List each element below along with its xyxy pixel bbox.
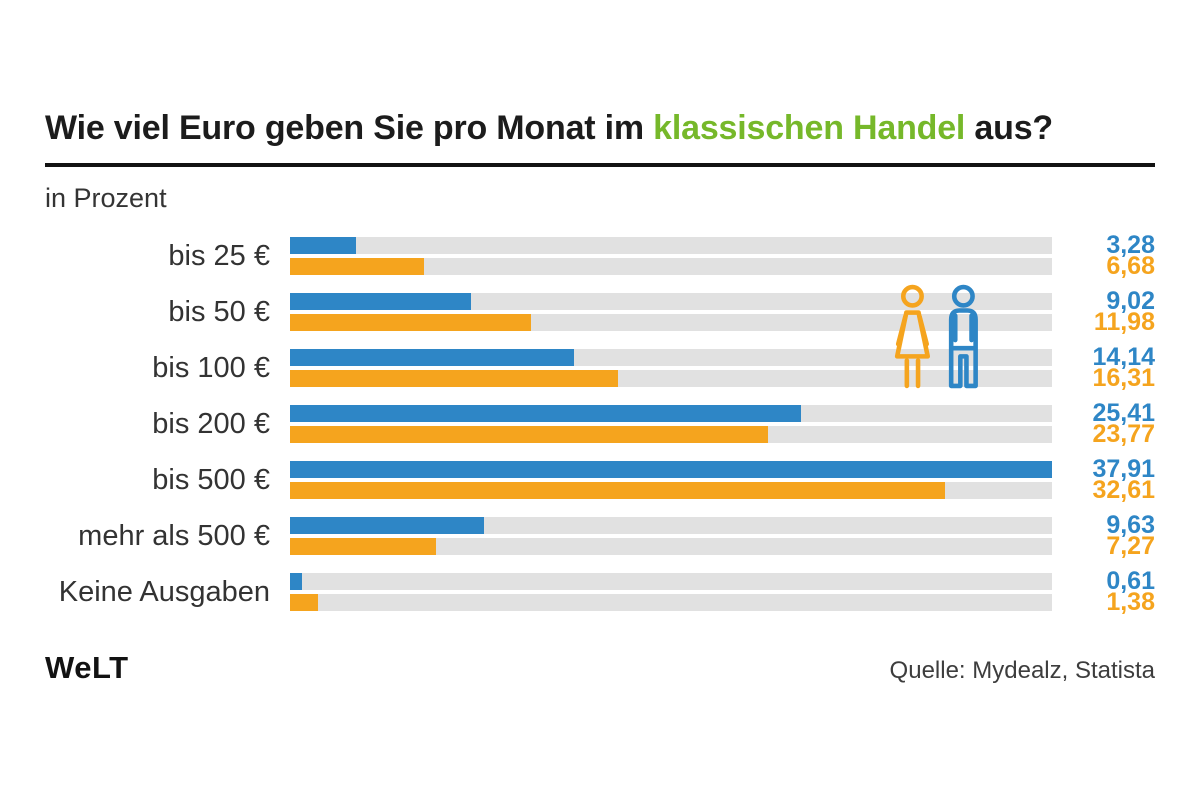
footer: WeLT Quelle: Mydealz, Statista — [45, 650, 1155, 686]
female-value: 6,68 — [1106, 252, 1155, 280]
female-bar — [290, 594, 318, 611]
male-value: 37,91 — [1092, 455, 1155, 483]
female-value: 11,98 — [1093, 308, 1155, 336]
bar-track — [290, 573, 1052, 590]
chart-row: mehr als 500 € 9,63 7,27 — [45, 511, 1155, 559]
title-part-1: Wie viel Euro geben Sie pro Monat im — [45, 109, 654, 147]
value-labels: 9,63 7,27 — [1052, 511, 1155, 559]
bar-group — [290, 461, 1052, 499]
female-value: 23,77 — [1092, 420, 1155, 448]
bar-track — [290, 293, 1052, 310]
unit-label: in Prozent — [45, 183, 167, 213]
welt-logo: WeLT — [45, 650, 129, 685]
female-value: 16,31 — [1092, 364, 1155, 392]
female-value: 1,38 — [1106, 588, 1155, 616]
category-label: bis 25 € — [168, 240, 270, 272]
bar-track — [290, 482, 1052, 499]
male-value: 3,28 — [1106, 231, 1155, 259]
bar-track — [290, 517, 1052, 534]
value-labels: 37,91 32,61 — [1052, 455, 1155, 503]
value-labels: 14,14 16,31 — [1052, 343, 1155, 391]
category-label: Keine Ausgaben — [58, 576, 270, 608]
bar-track — [290, 538, 1052, 555]
bar-group — [290, 293, 1052, 331]
value-labels: 9,02 11,98 — [1052, 287, 1155, 335]
title-part-2: aus? — [965, 109, 1053, 147]
bar-track — [290, 370, 1052, 387]
female-bar — [290, 482, 946, 499]
category-label: bis 100 € — [152, 352, 270, 384]
bar-group — [290, 237, 1052, 275]
female-bar — [290, 258, 425, 275]
male-value: 9,02 — [1106, 287, 1155, 315]
bar-track — [290, 426, 1052, 443]
bar-track — [290, 461, 1052, 478]
category-label: bis 500 € — [152, 464, 270, 496]
category-label: mehr als 500 € — [78, 520, 270, 552]
male-bar — [290, 517, 484, 534]
bar-group — [290, 517, 1052, 555]
male-bar — [290, 237, 356, 254]
male-bar — [290, 461, 1052, 478]
bar-group — [290, 405, 1052, 443]
female-value: 32,61 — [1092, 476, 1155, 504]
male-bar — [290, 405, 801, 422]
female-bar — [290, 314, 531, 331]
bar-track — [290, 405, 1052, 422]
male-value: 14,14 — [1092, 343, 1155, 371]
female-bar — [290, 370, 618, 387]
male-value: 25,41 — [1092, 399, 1155, 427]
male-bar — [290, 349, 575, 366]
chart-row: bis 200 € 25,41 23,77 — [45, 399, 1155, 447]
chart-row: bis 500 € 37,91 32,61 — [45, 455, 1155, 503]
male-value: 0,61 — [1106, 567, 1155, 595]
bar-track — [290, 349, 1052, 366]
bar-track — [290, 258, 1052, 275]
male-bar — [290, 573, 303, 590]
female-value: 7,27 — [1106, 532, 1155, 560]
male-bar — [290, 293, 472, 310]
female-bar — [290, 426, 768, 443]
page-title: Wie viel Euro geben Sie pro Monat im kla… — [45, 106, 1155, 150]
male-value: 9,63 — [1106, 511, 1155, 539]
bar-group — [290, 349, 1052, 387]
source-credit: Quelle: Mydealz, Statista — [889, 657, 1155, 684]
chart-rows: bis 25 € 3,28 6,68 bis 50 € 9,02 11,98 bis 100… — [45, 231, 1155, 615]
man-icon — [948, 284, 978, 389]
category-label: bis 200 € — [152, 408, 270, 440]
bar-track — [290, 237, 1052, 254]
chart-row: bis 25 € 3,28 6,68 — [45, 231, 1155, 279]
gender-pictogram-legend — [891, 283, 993, 391]
value-labels: 0,61 1,38 — [1052, 567, 1155, 615]
chart-row: bis 100 € 14,14 16,31 — [45, 343, 1155, 391]
chart-row: bis 50 € 9,02 11,98 — [45, 287, 1155, 335]
woman-man-icons — [894, 284, 978, 389]
female-bar — [290, 538, 437, 555]
category-label: bis 50 € — [168, 296, 270, 328]
title-part-highlight: klassischen Handel — [653, 109, 966, 147]
chart-row: Keine Ausgaben 0,61 1,38 — [45, 567, 1155, 615]
value-labels: 25,41 23,77 — [1052, 399, 1155, 447]
bar-track — [290, 314, 1052, 331]
bar-group — [290, 573, 1052, 611]
value-labels: 3,28 6,68 — [1052, 231, 1155, 279]
bar-track — [290, 594, 1052, 611]
woman-icon — [894, 284, 931, 389]
title-divider — [45, 163, 1155, 167]
